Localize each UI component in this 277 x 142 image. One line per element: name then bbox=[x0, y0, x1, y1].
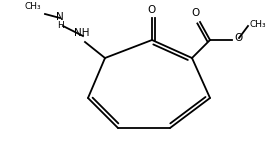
Text: O: O bbox=[234, 33, 242, 43]
Text: NH: NH bbox=[74, 28, 90, 38]
Text: CH₃: CH₃ bbox=[250, 19, 267, 29]
Text: H: H bbox=[57, 20, 63, 30]
Text: O: O bbox=[148, 5, 156, 15]
Text: N: N bbox=[56, 12, 64, 22]
Text: O: O bbox=[192, 8, 200, 18]
Text: CH₃: CH₃ bbox=[25, 2, 41, 11]
